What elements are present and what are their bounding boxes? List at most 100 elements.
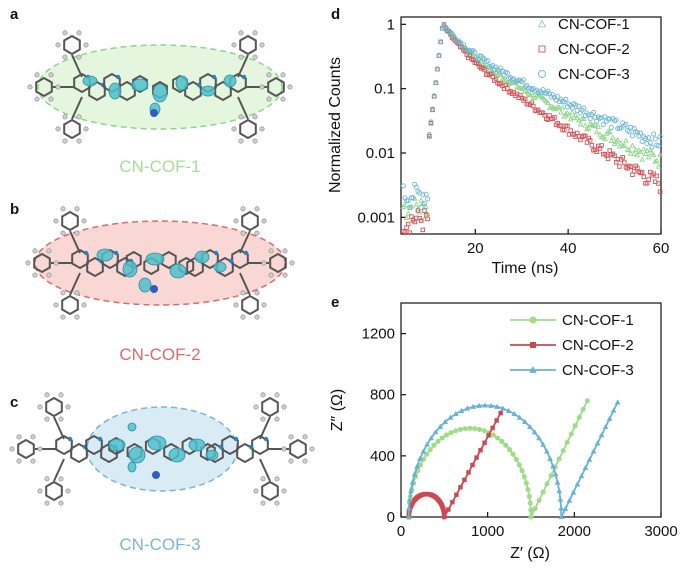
chart-e-point (602, 423, 609, 430)
chart-e-legend-marker (530, 342, 537, 349)
chart-d-point (549, 104, 556, 110)
chart-d-point (650, 151, 657, 158)
chart-d-point (613, 117, 619, 123)
chart-e-point (513, 456, 519, 462)
chart-d-point (616, 143, 623, 149)
label-cn-cof-1: CN-COF-1 (119, 157, 201, 176)
chart-d-point (574, 107, 580, 113)
chart-d-ytick-label: 1 (387, 16, 395, 33)
chart-e-point (540, 441, 546, 447)
chart-d-point (467, 48, 473, 54)
chart-e-ytick-label: 0 (387, 509, 395, 526)
chart-e-point (519, 468, 525, 474)
chart-e-point (435, 438, 441, 444)
chart-d-point (641, 174, 647, 180)
chart-d-point (545, 99, 551, 105)
chart-e-point (447, 414, 454, 420)
chart-d-point (528, 89, 535, 95)
chart-e-point (424, 441, 430, 447)
chart-e-point (464, 405, 471, 411)
chart-d-point (553, 105, 559, 111)
chart-d-point (607, 116, 613, 122)
chart-d-point (562, 111, 569, 117)
chart-e-point (420, 448, 427, 454)
chart-d-point (400, 183, 406, 189)
chart-d-point (413, 201, 420, 207)
chart-d-point (436, 52, 442, 58)
chart-d-point (628, 164, 634, 169)
chart-d-point (606, 129, 613, 135)
chart-d-point (428, 119, 434, 125)
chart-e-point (526, 493, 532, 499)
chart-d-point (614, 136, 621, 143)
chart-e-point (448, 430, 454, 436)
chart-e-point (576, 414, 582, 420)
chart-d-point (646, 177, 651, 182)
chart-e-point (443, 432, 450, 438)
chart-d-point (472, 49, 478, 55)
chart-d-point (569, 109, 576, 115)
chart-e-legend-label: CN-COF-2 (562, 337, 634, 354)
chart-d-point (620, 155, 625, 160)
chart-e-point (406, 496, 413, 502)
chart-e-point (503, 442, 509, 448)
chart-d-point (590, 109, 596, 116)
chart-d-point (564, 110, 571, 116)
chart-d-point (555, 93, 561, 100)
chart-d-point (510, 80, 517, 86)
chart-d-point (644, 147, 650, 153)
chart-d-point (610, 134, 616, 140)
chart-e-point (572, 423, 578, 429)
chart-e-point (510, 451, 516, 457)
chart-d-point (574, 115, 581, 121)
chart-d-point (573, 102, 579, 108)
chart-d-legend-marker (538, 70, 546, 78)
chart-e-point (446, 507, 451, 512)
chart-e-point (437, 423, 444, 429)
chart-e-point (408, 487, 414, 494)
label-cn-cof-2: CN-COF-2 (119, 345, 201, 364)
chart-d-point (612, 153, 617, 158)
chart-d-point (654, 173, 660, 179)
chart-d-point (434, 66, 440, 72)
chart-d-point (626, 147, 633, 153)
chart-d-point (407, 230, 413, 235)
chart-d-point (621, 142, 628, 148)
chart-d-point (627, 150, 634, 156)
molecule-c-structure (9, 392, 315, 506)
chart-d-point (653, 157, 660, 163)
label-cn-cof-3: CN-COF-3 (119, 535, 201, 554)
chart-d-point (644, 141, 650, 147)
chart-e-point (481, 428, 487, 434)
chart-d-legend-marker (537, 19, 547, 28)
chart-d-point (582, 122, 589, 128)
chart-d-point (637, 149, 644, 155)
chart-d-point (580, 115, 587, 121)
chart-d-point (634, 152, 641, 158)
chart-d-point (600, 122, 606, 128)
chart-d-point (426, 131, 432, 137)
chart-d-point (647, 140, 653, 146)
chart-e-legend-label: CN-COF-1 (562, 312, 634, 329)
chart-d-point (422, 208, 427, 213)
chart-d-xtick-label: 60 (653, 240, 670, 257)
chart-e-point (472, 426, 478, 432)
chart-d-point (520, 84, 527, 90)
chart-e-point (414, 463, 420, 469)
chart-e-point (428, 435, 435, 441)
chart-e-point (505, 407, 512, 414)
chart-e-point (564, 439, 570, 445)
chart-e-ytick-label: 400 (370, 448, 395, 465)
chart-d-point (565, 123, 570, 129)
chart-d-point (655, 143, 661, 149)
chart-e-point (507, 447, 513, 453)
molecule-c (9, 392, 315, 506)
chart-e-point (556, 456, 562, 462)
chart-d-point (403, 214, 410, 220)
chart-d-point (589, 143, 595, 148)
chart-e-point (409, 479, 416, 485)
chart-e-series-1 (406, 398, 590, 520)
chart-d-point (593, 128, 600, 135)
chart-e-frame (400, 302, 662, 518)
